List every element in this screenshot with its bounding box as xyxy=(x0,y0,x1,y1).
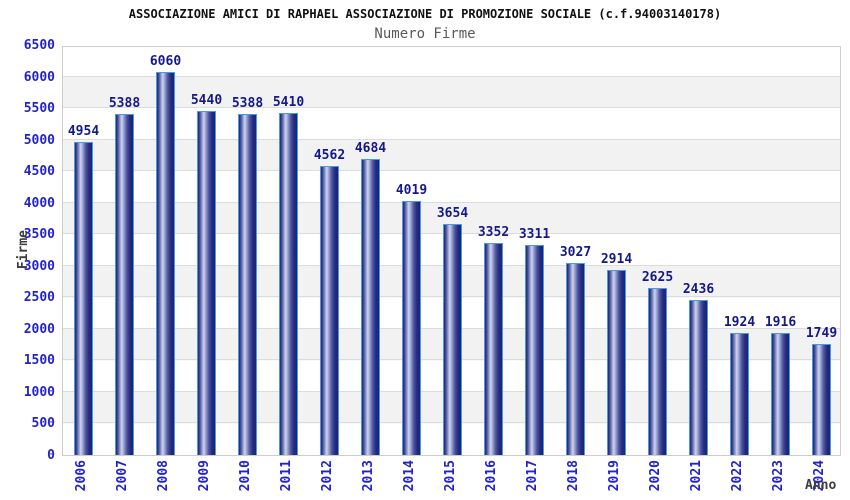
bar-2022 xyxy=(730,332,749,455)
gridline xyxy=(63,201,840,203)
bar-2020 xyxy=(648,288,667,455)
bar-value-label: 3352 xyxy=(477,224,510,240)
bar-2016 xyxy=(484,242,503,455)
plot-area: 4954 5388 6060 5440 5388 5410 4562 4684 4019 3654… xyxy=(62,46,841,456)
x-tick-label: 2006 xyxy=(73,460,89,492)
bar-value-label: 5388 xyxy=(231,96,264,112)
bar-value-label: 4684 xyxy=(354,140,387,156)
bar-2019 xyxy=(607,270,626,455)
x-tick-label: 2016 xyxy=(483,460,499,492)
x-tick-label: 2010 xyxy=(237,460,253,492)
y-tick-label: 6000 xyxy=(23,69,55,85)
x-axis-title: Anno xyxy=(805,478,837,493)
y-tick-label: 4500 xyxy=(23,164,55,180)
y-tick-label: 1500 xyxy=(23,353,55,369)
x-tick-label: 2009 xyxy=(196,460,212,492)
bar-2009 xyxy=(197,110,216,455)
x-tick-label: 2011 xyxy=(278,460,294,492)
x-tick-label: 2007 xyxy=(114,460,130,492)
bar-2021 xyxy=(689,300,708,455)
y-tick-label: 4000 xyxy=(23,195,55,211)
bar-2008 xyxy=(156,71,175,455)
y-axis-title: Firme xyxy=(16,230,31,270)
y-tick-label: 3000 xyxy=(23,258,55,274)
y-tick-label: 5500 xyxy=(23,101,55,117)
bar-value-label: 6060 xyxy=(149,53,182,69)
x-tick-label: 2021 xyxy=(688,460,704,492)
gridline xyxy=(63,138,840,140)
bar-value-label: 1916 xyxy=(764,315,797,331)
chart-title: ASSOCIAZIONE AMICI DI RAPHAEL ASSOCIAZIO… xyxy=(128,7,722,21)
bar-2007 xyxy=(115,114,134,455)
gridline xyxy=(63,107,840,109)
y-tick-label: 2000 xyxy=(23,321,55,337)
bar-value-label: 4019 xyxy=(395,182,428,198)
bar-2012 xyxy=(320,166,339,455)
y-tick-label: 500 xyxy=(31,416,55,432)
x-tick-label: 2018 xyxy=(565,460,581,492)
x-tick-label: 2019 xyxy=(606,460,622,492)
bar-2013 xyxy=(361,158,380,455)
y-tick-label: 1000 xyxy=(23,384,55,400)
bar-2023 xyxy=(771,333,790,455)
bar-value-label: 3311 xyxy=(518,227,551,243)
x-tick-label: 2017 xyxy=(524,460,540,492)
bar-2011 xyxy=(279,112,298,455)
x-tick-label: 2022 xyxy=(729,460,745,492)
y-tick-label: 6500 xyxy=(23,38,55,53)
bar-2010 xyxy=(238,114,257,455)
bar-value-label: 5388 xyxy=(108,96,141,112)
bar-2017 xyxy=(525,245,544,455)
bar-2006 xyxy=(74,141,93,455)
chart-subtitle: Numero Firme xyxy=(374,26,476,42)
bar-value-label: 3654 xyxy=(436,205,469,221)
bar-2014 xyxy=(402,200,421,455)
y-tick-label: 5000 xyxy=(23,132,55,148)
bar-2024 xyxy=(812,343,831,455)
x-tick-label: 2013 xyxy=(360,460,376,492)
bar-value-label: 2914 xyxy=(600,252,633,268)
bar-value-label: 2625 xyxy=(641,270,674,286)
bar-value-label: 1749 xyxy=(805,325,838,341)
gridline xyxy=(63,170,840,172)
bar-value-label: 4954 xyxy=(67,123,100,139)
bar-value-label: 5440 xyxy=(190,92,223,108)
bar-value-label: 2436 xyxy=(682,282,715,298)
y-tick-label: 2500 xyxy=(23,290,55,306)
x-tick-label: 2020 xyxy=(647,460,663,492)
gridline xyxy=(63,75,840,77)
bar-value-label: 4562 xyxy=(313,148,346,164)
y-tick-label: 3500 xyxy=(23,227,55,243)
x-tick-label: 2012 xyxy=(319,460,335,492)
bar-2015 xyxy=(443,223,462,455)
bar-value-label: 3027 xyxy=(559,245,592,261)
x-tick-label: 2015 xyxy=(442,460,458,492)
x-tick-label: 2014 xyxy=(401,460,417,492)
bar-value-label: 5410 xyxy=(272,94,305,110)
x-tick-label: 2008 xyxy=(155,460,171,492)
x-tick-label: 2023 xyxy=(770,460,786,492)
bar-value-label: 1924 xyxy=(723,314,756,330)
bar-2018 xyxy=(566,263,585,455)
y-tick-label: 0 xyxy=(47,448,55,463)
